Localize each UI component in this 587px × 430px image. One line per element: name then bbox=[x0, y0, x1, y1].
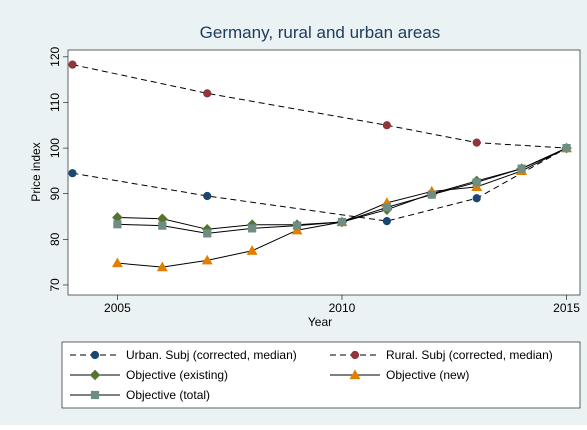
y-tick-label: 100 bbox=[48, 138, 62, 158]
marker bbox=[201, 254, 213, 265]
marker bbox=[382, 121, 391, 130]
marker bbox=[158, 221, 167, 230]
legend-marker bbox=[90, 390, 100, 400]
legend-label: Objective (existing) bbox=[126, 368, 228, 382]
y-tick-label: 70 bbox=[48, 278, 62, 292]
marker bbox=[203, 89, 212, 98]
chart-title: Germany, rural and urban areas bbox=[200, 23, 441, 42]
marker bbox=[427, 190, 436, 199]
marker bbox=[68, 169, 77, 178]
marker bbox=[382, 216, 391, 226]
y-tick-label: 90 bbox=[48, 187, 62, 201]
legend-marker bbox=[90, 350, 100, 360]
x-axis-label: Year bbox=[308, 315, 332, 329]
marker bbox=[156, 261, 168, 272]
marker bbox=[472, 138, 481, 147]
legend bbox=[61, 341, 581, 409]
marker bbox=[337, 217, 347, 227]
marker bbox=[562, 143, 571, 153]
x-tick-label: 2005 bbox=[104, 301, 131, 315]
y-tick-label: 110 bbox=[48, 93, 62, 112]
y-axis-label: Price index bbox=[29, 142, 43, 201]
legend-label: Rural. Subj (corrected, median) bbox=[386, 348, 553, 362]
marker bbox=[292, 221, 302, 230]
marker bbox=[68, 60, 77, 69]
marker bbox=[517, 164, 526, 173]
x-tick-label: 2015 bbox=[553, 301, 580, 315]
marker bbox=[111, 257, 123, 268]
legend-label: Objective (total) bbox=[126, 388, 210, 402]
legend-marker bbox=[350, 350, 360, 360]
marker bbox=[382, 203, 391, 212]
legend-marker bbox=[349, 369, 361, 380]
marker bbox=[472, 194, 481, 203]
marker bbox=[248, 224, 257, 233]
legend-label: Urban. Subj (corrected, median) bbox=[126, 348, 297, 362]
y-tick-label: 80 bbox=[48, 232, 62, 246]
marker bbox=[203, 191, 212, 201]
marker bbox=[246, 245, 258, 255]
y-tick-label: 120 bbox=[48, 47, 62, 67]
plot-area bbox=[67, 49, 581, 296]
x-tick-label: 2010 bbox=[329, 301, 356, 315]
marker bbox=[113, 220, 122, 229]
marker bbox=[472, 178, 481, 187]
legend-marker bbox=[89, 369, 101, 381]
series-line bbox=[72, 147, 567, 222]
marker bbox=[203, 229, 212, 238]
legend-label: Objective (new) bbox=[386, 368, 469, 382]
